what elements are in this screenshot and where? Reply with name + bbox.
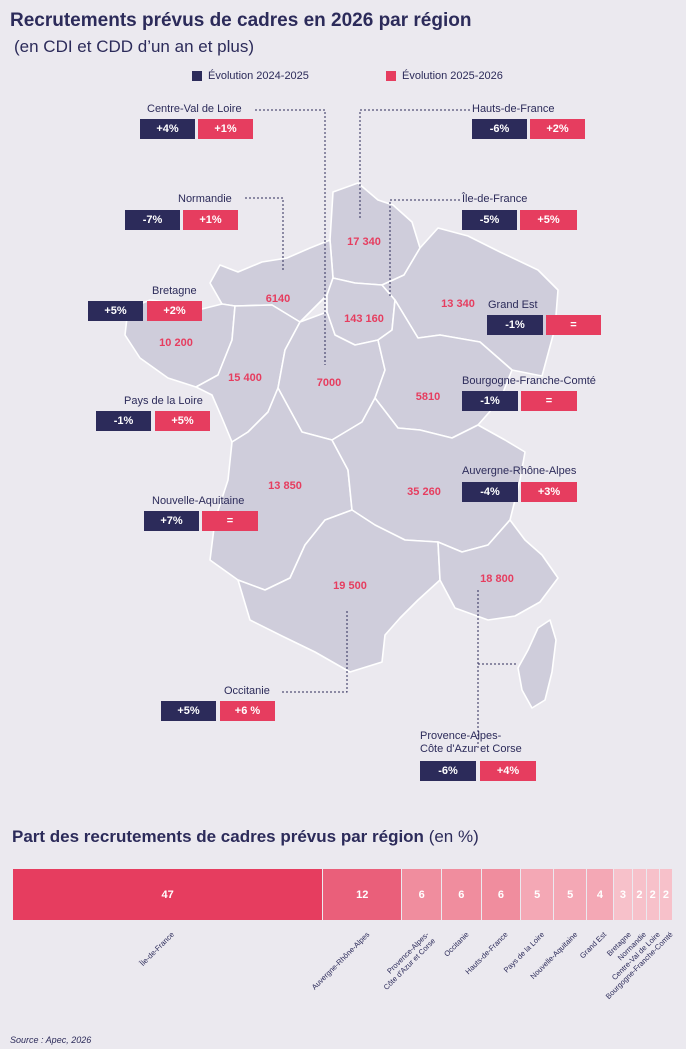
region-name-centre-val-de-loire: Centre-Val de Loire: [147, 103, 242, 115]
region-name-paca: Provence-Alpes- Côte d'Azur et Corse: [420, 730, 522, 755]
region-shape-corse: [517, 619, 557, 709]
map-value-bretagne: 10 200: [159, 337, 193, 349]
share-title-unit: (en %): [428, 827, 479, 846]
share-bar-segment: 2: [633, 869, 647, 920]
map-value-paca: 18 800: [480, 573, 514, 585]
share-bar-category-label: Grand Est: [578, 930, 609, 961]
badge-2025-2026-nouvelle-aquitaine: =: [202, 511, 258, 531]
badge-2025-2026-ile-de-france: +5%: [520, 210, 577, 230]
share-bar-segment: 5: [521, 869, 555, 920]
leader-line-hauts-de-france: [359, 109, 470, 218]
badge-2025-2026-bretagne: +2%: [147, 301, 202, 321]
share-bar-category-label: Île-de-France: [138, 930, 177, 968]
share-bar-segment: 6: [442, 869, 482, 920]
share-bar-category-label: Occitanie: [441, 930, 471, 959]
page-subtitle: (en CDI et CDD d’un an et plus): [14, 37, 254, 56]
badge-2025-2026-centre-val-de-loire: +1%: [198, 119, 253, 139]
leader-line-occitanie: [282, 610, 348, 693]
legend-swatch-2025-2026: [386, 71, 396, 81]
map-value-centre-val-de-loire: 7000: [317, 377, 341, 389]
share-bar-segment: 2: [646, 869, 660, 920]
badge-2025-2026-bourgogne-franche-comte: =: [521, 391, 577, 411]
region-shape-provence-alpes-cote-d-azur: [437, 519, 559, 621]
badge-2024-2025-grand-est: -1%: [487, 315, 543, 335]
badge-2024-2025-bourgogne-franche-comte: -1%: [462, 391, 518, 411]
map-value-auvergne-rhone-alpes: 35 260: [407, 486, 441, 498]
region-name-auvergne-rhone-alpes: Auvergne-Rhône-Alpes: [462, 465, 577, 477]
legend-item-2025-2026: Évolution 2025-2026: [386, 70, 503, 82]
badge-2025-2026-normandie: +1%: [183, 210, 238, 230]
region-name-pays-de-la-loire: Pays de la Loire: [124, 395, 203, 407]
region-name-occitanie: Occitanie: [224, 685, 270, 697]
share-bar-segment: 47: [13, 869, 324, 920]
share-bar-segment: 2: [659, 869, 673, 920]
badge-2024-2025-hauts-de-france: -6%: [472, 119, 527, 139]
share-bar-segment: 3: [613, 869, 634, 920]
legend-label-2025-2026: Évolution 2025-2026: [402, 70, 503, 82]
map-value-bourgogne-franche-comte: 5810: [416, 391, 440, 403]
badge-2024-2025-pays-de-la-loire: -1%: [96, 411, 151, 431]
map-value-occitanie: 19 500: [333, 580, 367, 592]
legend-swatch-2024-2025: [192, 71, 202, 81]
badge-2024-2025-centre-val-de-loire: +4%: [140, 119, 195, 139]
map-value-grand-est: 13 340: [441, 298, 475, 310]
badge-2025-2026-auvergne-rhone-alpes: +3%: [521, 482, 577, 502]
share-bar-segment: 6: [481, 869, 522, 920]
legend-item-2024-2025: Évolution 2024-2025: [192, 70, 309, 82]
badge-2025-2026-occitanie: +6 %: [220, 701, 275, 721]
badge-2024-2025-nouvelle-aquitaine: +7%: [144, 511, 199, 531]
share-title-text: Part des recrutements de cadres prévus p…: [12, 827, 424, 846]
leader-line-normandie: [245, 197, 284, 270]
region-name-hauts-de-france: Hauts-de-France: [472, 103, 555, 115]
badge-2025-2026-paca: +4%: [480, 761, 536, 781]
badge-2024-2025-occitanie: +5%: [161, 701, 216, 721]
region-name-bourgogne-franche-comte: Bourgogne-Franche-Comté: [462, 375, 596, 387]
badge-2024-2025-ile-de-france: -5%: [462, 210, 517, 230]
region-name-normandie: Normandie: [178, 193, 232, 205]
share-bar-segment: 12: [323, 869, 403, 920]
legend-label-2024-2025: Évolution 2024-2025: [208, 70, 309, 82]
share-bar-segment: 5: [554, 869, 588, 920]
badge-2024-2025-paca: -6%: [420, 761, 476, 781]
badge-2024-2025-normandie: -7%: [125, 210, 180, 230]
map-value-ile-de-france: 143 160: [344, 313, 384, 325]
share-stacked-bar: 47 12 6 6 6 5 5 4 3 2 2 2: [13, 869, 673, 920]
leader-line-ile-de-france: [389, 199, 460, 298]
map-value-nouvelle-aquitaine: 13 850: [268, 480, 302, 492]
region-name-ile-de-france: Île-de-France: [462, 193, 528, 205]
map-value-pays-de-la-loire: 15 400: [228, 372, 262, 384]
map-value-normandie: 6140: [266, 293, 290, 305]
leader-line-centre-val-de-loire: [255, 109, 326, 365]
share-section-title: Part des recrutements de cadres prévus p…: [12, 827, 479, 847]
share-bar-segment: 4: [587, 869, 614, 920]
share-bar-segment: 6: [402, 869, 442, 920]
share-bar-category-label: Auvergne-Rhône-Alpes: [309, 930, 372, 992]
badge-2024-2025-bretagne: +5%: [88, 301, 143, 321]
source-note: Source : Apec, 2026: [10, 1035, 92, 1045]
share-bar-category-label: Provence-Alpes- Côte d'Azur et Corse: [381, 930, 438, 992]
badge-2025-2026-grand-est: =: [546, 315, 601, 335]
region-name-bretagne: Bretagne: [152, 285, 197, 297]
badge-2025-2026-hauts-de-france: +2%: [530, 119, 585, 139]
region-name-nouvelle-aquitaine: Nouvelle-Aquitaine: [152, 495, 245, 507]
page-title: Recrutements prévus de cadres en 2026 pa…: [10, 10, 472, 31]
region-name-grand-est: Grand Est: [488, 299, 538, 311]
badge-2024-2025-auvergne-rhone-alpes: -4%: [462, 482, 518, 502]
france-map: 17 340 6140 143 160 13 340 10 200 15 400…: [124, 109, 559, 750]
badge-2025-2026-pays-de-la-loire: +5%: [155, 411, 210, 431]
share-bar-labels: Île-de-France Auvergne-Rhône-Alpes Provenc…: [0, 928, 686, 1028]
map-value-hauts-de-france: 17 340: [347, 236, 381, 248]
